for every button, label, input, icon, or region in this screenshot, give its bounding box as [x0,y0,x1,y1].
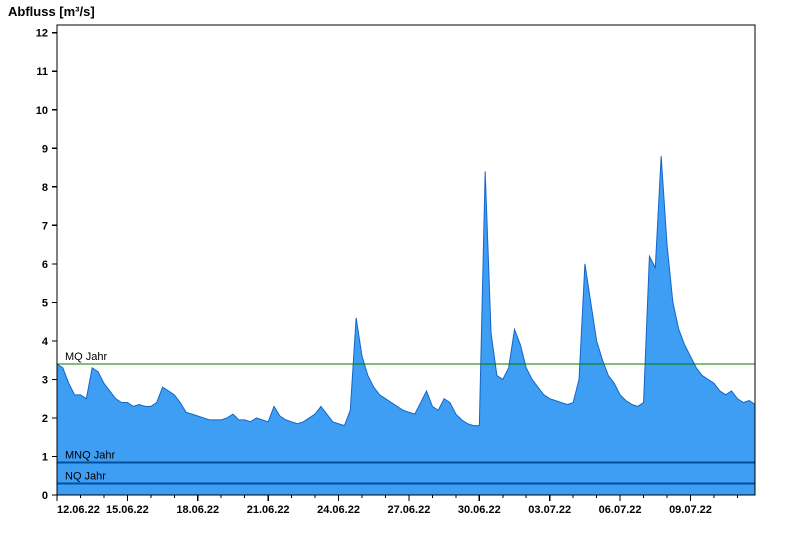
y-axis-tick-label: 8 [42,182,48,194]
x-axis-tick-label: 06.07.22 [599,504,642,516]
x-axis-tick-label: 03.07.22 [528,504,571,516]
discharge-area [57,155,755,496]
y-axis-tick-label: 11 [36,66,48,78]
y-axis-tick-label: 10 [36,105,48,117]
reference-label-nq-jahr: NQ Jahr [65,470,106,482]
reference-label-mq-jahr: MQ Jahr [65,351,108,363]
reference-label-mnq-jahr: MNQ Jahr [65,449,115,461]
x-axis-tick-label: 24.06.22 [317,504,360,516]
plot-border [56,24,756,496]
x-axis-tick-label: 21.06.22 [247,504,290,516]
x-axis-tick-label: 18.06.22 [176,504,219,516]
y-axis-tick-label: 5 [42,297,48,309]
y-axis-tick-label: 0 [42,490,48,502]
y-axis-tick-label: 4 [42,336,49,348]
x-axis-tick-label: 12.06.22 [57,504,100,516]
y-axis-tick-label: 9 [42,143,48,155]
y-axis-tick-label: 7 [42,220,48,232]
chart-title: Abfluss [m³/s] [8,4,95,19]
x-axis-tick-label: 15.06.22 [106,504,149,516]
discharge-line [56,155,756,427]
y-axis-tick-label: 1 [42,451,48,463]
y-axis-tick-label: 3 [42,374,48,386]
x-axis-tick-label: 30.06.22 [458,504,501,516]
y-axis-tick-label: 2 [42,413,48,425]
x-axis-tick-label: 09.07.22 [669,504,712,516]
y-axis-tick-label: 12 [36,28,48,40]
y-axis-tick-label: 6 [42,259,48,271]
x-axis-tick-label: 27.06.22 [388,504,431,516]
